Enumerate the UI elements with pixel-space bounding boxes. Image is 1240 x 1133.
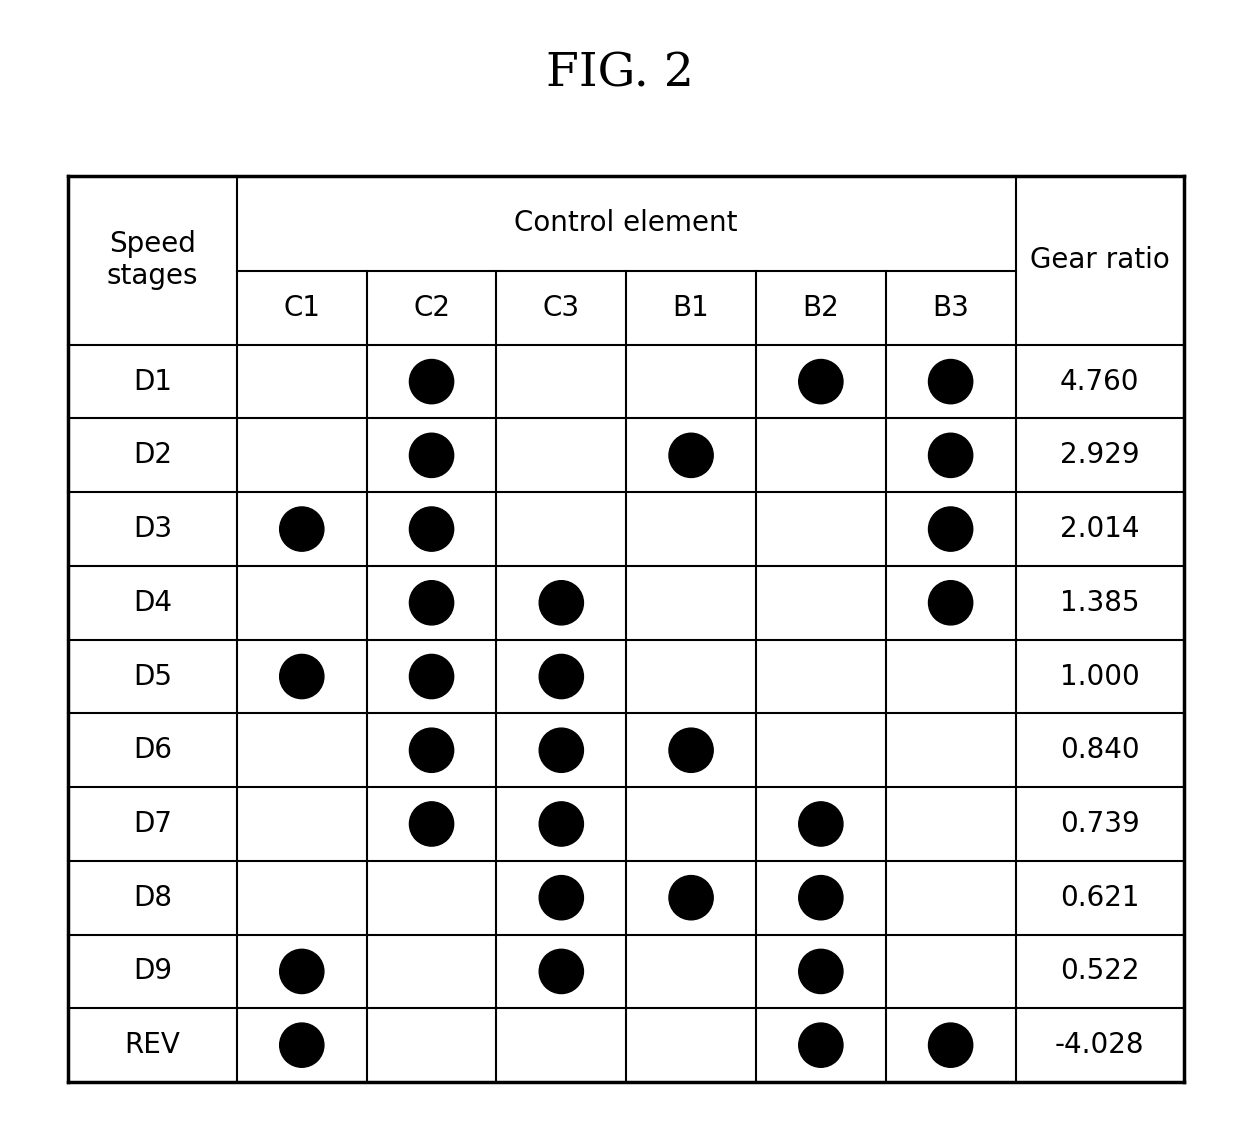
Text: D3: D3 [133,516,172,543]
Text: B1: B1 [673,293,709,322]
Text: C2: C2 [413,293,450,322]
Text: 0.739: 0.739 [1060,810,1140,838]
Text: FIG. 2: FIG. 2 [546,51,694,96]
Text: 2.014: 2.014 [1060,516,1140,543]
Text: Control element: Control element [515,210,738,237]
Text: B3: B3 [932,293,968,322]
Text: D2: D2 [133,442,172,469]
Text: B2: B2 [802,293,839,322]
Text: REV: REV [124,1031,181,1059]
Text: D6: D6 [133,736,172,765]
Text: 0.522: 0.522 [1060,957,1140,986]
Text: 0.621: 0.621 [1060,884,1140,912]
Text: C3: C3 [543,293,580,322]
Text: D9: D9 [133,957,172,986]
Text: 1.385: 1.385 [1060,589,1140,616]
Text: 2.929: 2.929 [1060,442,1140,469]
Text: D5: D5 [133,663,172,690]
Text: -4.028: -4.028 [1055,1031,1145,1059]
Text: 0.840: 0.840 [1060,736,1140,765]
Text: 4.760: 4.760 [1060,367,1140,395]
Text: C1: C1 [283,293,320,322]
Text: Gear ratio: Gear ratio [1030,246,1169,274]
Text: 1.000: 1.000 [1060,663,1140,690]
Text: D8: D8 [133,884,172,912]
Text: D1: D1 [133,367,172,395]
Text: Speed
stages: Speed stages [107,230,198,290]
Text: D4: D4 [133,589,172,616]
Text: D7: D7 [133,810,172,838]
